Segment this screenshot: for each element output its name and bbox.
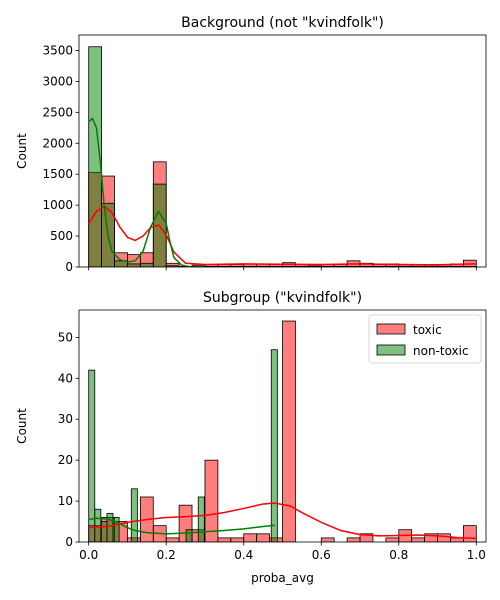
toxic-bar: [320, 537, 335, 542]
x-tick-label: 0.0: [79, 548, 98, 562]
toxic-legend-swatch: [376, 323, 406, 335]
y-tick-label: 1500: [42, 167, 73, 181]
toxic-bar: [230, 537, 245, 542]
y-tick-label: 0: [65, 535, 73, 549]
non-toxic-bar: [127, 263, 141, 267]
y-tick-label: 2500: [42, 105, 73, 119]
non-toxic-bar: [94, 508, 102, 542]
toxic-bar: [282, 320, 296, 542]
y-tick-label: 3500: [42, 43, 73, 57]
non-toxic-bar: [270, 349, 278, 542]
y-tick-label: 50: [58, 330, 73, 344]
y-tick-label: 10: [58, 494, 73, 508]
chart-title: Background (not "kvindfolk"): [181, 15, 384, 31]
toxic-legend-label: toxic: [413, 323, 442, 337]
toxic-bar: [359, 533, 374, 542]
legend: toxic non-toxic: [368, 314, 482, 364]
non-toxic-bar: [100, 521, 108, 542]
toxic-bar: [256, 533, 270, 542]
axes-frame: [78, 309, 487, 543]
y-tick-label: 3000: [42, 74, 73, 88]
toxic-bar: [165, 537, 180, 542]
y-tick-label: 30: [58, 412, 73, 426]
y-axis-label: Count: [15, 408, 29, 444]
non-toxic-bar: [88, 369, 96, 542]
plot-area: [88, 46, 477, 267]
non-toxic-kde-line: [88, 517, 275, 535]
x-tick-label: 1.0: [467, 548, 486, 562]
toxic-bar: [204, 459, 219, 542]
non-toxic-bar: [106, 512, 114, 542]
chart-title: Subgroup ("kvindfolk"): [203, 290, 362, 306]
x-axis-label: proba_avg: [251, 571, 314, 585]
subgroup-chart: 0 10 20 30 40 50 0.0 0.2 0.4 0.6 0.8 1.0 Subgroup ("…: [15, 290, 487, 585]
y-axis-label: Count: [15, 133, 29, 169]
y-tick-label: 40: [58, 371, 73, 385]
y-tick-label: 500: [50, 229, 73, 243]
x-tick-label: 0.4: [234, 548, 253, 562]
y-tick-label: 20: [58, 453, 73, 467]
non-toxic-bar: [130, 488, 138, 542]
toxic-bar: [437, 533, 451, 542]
toxic-bar: [411, 537, 426, 542]
x-tick-label: 0.6: [312, 548, 331, 562]
toxic-bar: [463, 525, 477, 542]
non-toxic-kde-line: [88, 117, 205, 267]
toxic-bar: [450, 537, 464, 542]
plot-area: [88, 320, 477, 542]
non-toxic-bar: [139, 262, 154, 267]
toxic-bar: [243, 533, 258, 542]
x-tick-label: 0.8: [389, 548, 408, 562]
background-chart: 0 500 1000 1500 2000 2500 3000 3500 Background (…: [15, 15, 487, 274]
non-toxic-legend-label: non-toxic: [413, 344, 469, 358]
non-toxic-bar: [197, 496, 205, 542]
y-tick-label: 0: [65, 260, 73, 274]
axes-frame: [78, 34, 487, 268]
toxic-bar: [217, 537, 232, 542]
y-tick-label: 2000: [42, 136, 73, 150]
x-tick-label: 0.2: [157, 548, 176, 562]
toxic-bar: [346, 537, 361, 542]
toxic-kde-line: [88, 502, 477, 540]
non-toxic-bar: [185, 529, 193, 542]
non-toxic-legend-swatch: [376, 344, 406, 356]
toxic-bar: [385, 537, 400, 542]
y-tick-label: 1000: [42, 198, 73, 212]
